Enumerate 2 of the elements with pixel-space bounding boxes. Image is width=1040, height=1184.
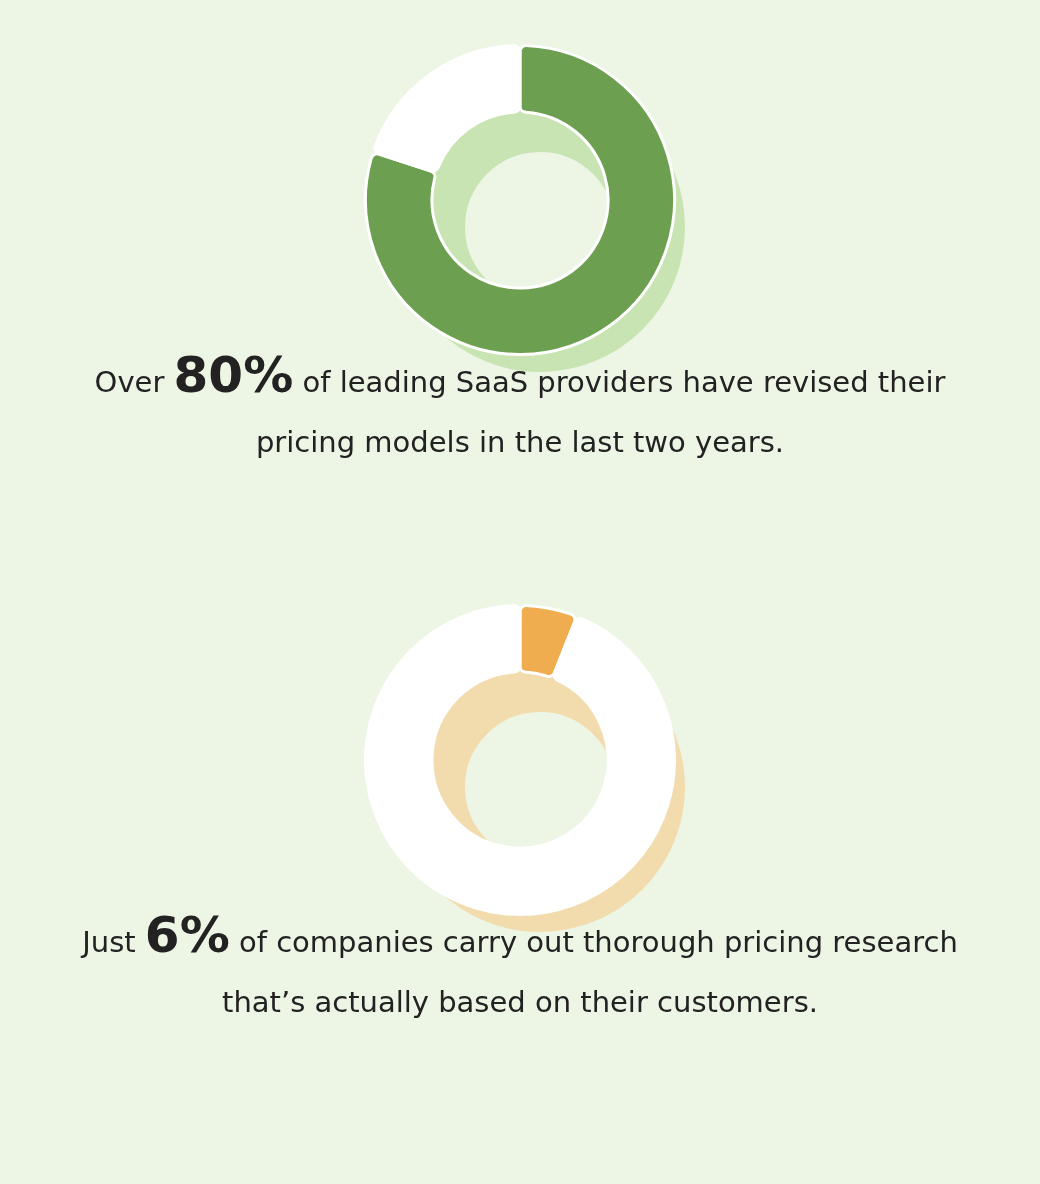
text: Over 80% of leading SaaS providers have revised their pricing models in the last two years. — [93, 345, 947, 461]
text: Just 6% of companies carry out thorough pricing research that’s actually based on their customers. — [80, 905, 959, 1021]
